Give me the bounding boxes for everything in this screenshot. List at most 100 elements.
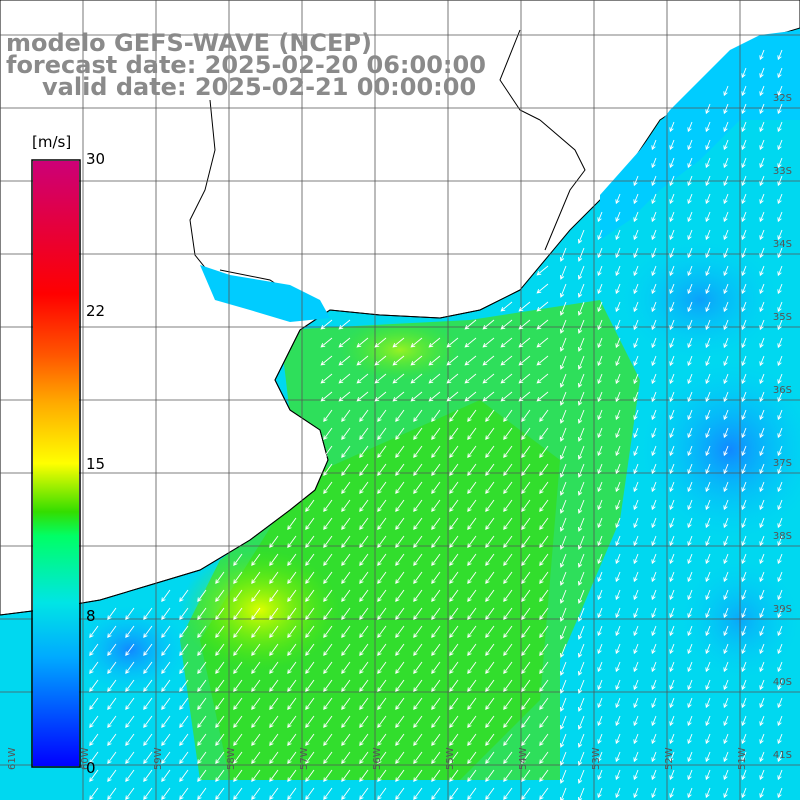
wind-arrow [615, 445, 621, 457]
wind-arrow [669, 715, 675, 727]
wind-arrow [305, 643, 315, 657]
wind-arrow [651, 301, 657, 313]
wind-arrow [338, 337, 351, 348]
wind-arrow [723, 481, 729, 493]
wind-arrow [410, 337, 423, 348]
wind-arrow [633, 679, 639, 691]
longitude-label: 56W [372, 747, 383, 770]
wind-arrow [377, 481, 387, 495]
wind-arrow [705, 733, 711, 745]
wind-arrow [413, 517, 423, 531]
wind-arrow [197, 787, 207, 800]
wind-arrow [197, 643, 207, 657]
wind-arrow [521, 409, 531, 423]
wind-arrow [705, 391, 711, 403]
wind-arrow [323, 661, 333, 675]
wind-arrow [521, 535, 531, 549]
wind-arrow [759, 769, 765, 781]
wind-arrow [107, 661, 117, 675]
wind-arrow [759, 67, 765, 79]
wind-arrow [687, 607, 693, 619]
wind-arrow [413, 553, 423, 567]
wind-arrow [669, 499, 675, 511]
wind-arrow [197, 679, 207, 693]
wind-arrow [449, 697, 459, 711]
wind-arrow [651, 535, 657, 547]
wind-arrow [233, 571, 243, 585]
wind-arrow [521, 427, 531, 441]
wind-arrow [125, 751, 135, 765]
wind-arrow [777, 301, 783, 313]
wind-arrow [395, 661, 405, 675]
wind-arrow [633, 499, 639, 511]
wind-arrow [431, 535, 441, 549]
wind-arrow [125, 679, 135, 693]
wind-arrow [633, 355, 639, 367]
wind-arrow [413, 445, 423, 459]
wind-arrow [395, 769, 405, 783]
wind-arrow [377, 553, 387, 567]
wind-arrow [449, 553, 459, 567]
wind-arrow [449, 751, 459, 765]
wind-arrow [741, 175, 747, 187]
latitude-label: 34S [773, 239, 792, 250]
wind-arrow [597, 517, 603, 529]
wind-arrow [428, 373, 441, 384]
wind-arrow [395, 643, 405, 657]
wind-arrow [359, 463, 369, 477]
wind-arrow [539, 481, 549, 495]
wind-arrow [215, 679, 225, 693]
wind-arrow [759, 193, 765, 205]
wind-arrow [395, 625, 405, 639]
wind-arrow [521, 715, 531, 729]
wind-arrow [597, 211, 603, 223]
wind-arrow [759, 139, 765, 151]
wind-arrow [341, 661, 351, 675]
wind-arrow [305, 715, 315, 729]
wind-arrow [467, 751, 477, 765]
wind-arrow [359, 535, 369, 549]
wind-arrow [759, 607, 765, 619]
wind-arrow [269, 751, 279, 765]
wind-arrow [705, 211, 711, 223]
wind-arrow [615, 265, 621, 277]
wind-arrow [577, 589, 585, 604]
wind-arrow [521, 769, 531, 783]
wind-arrow [669, 319, 675, 331]
wind-arrow [777, 247, 783, 259]
wind-arrow [651, 463, 657, 475]
wind-arrow [633, 643, 639, 655]
wind-arrow [179, 769, 189, 783]
wind-arrow [179, 679, 189, 693]
wind-arrow [597, 679, 603, 691]
wind-arrow [687, 499, 693, 511]
wind-arrow [651, 193, 657, 205]
wind-arrow [233, 625, 243, 639]
wind-arrow [633, 481, 639, 493]
wind-arrow [741, 103, 747, 115]
wind-arrow [323, 571, 333, 585]
wind-arrow [431, 445, 441, 459]
wind-arrow [559, 553, 567, 568]
wind-arrow [687, 517, 693, 529]
wind-arrow [323, 589, 333, 603]
wind-arrow [359, 715, 369, 729]
wind-arrow [741, 211, 747, 223]
latitude-label: 32S [773, 93, 792, 104]
wind-arrow [503, 607, 513, 621]
wind-arrow [669, 265, 675, 277]
wind-arrow [705, 319, 711, 331]
longitude-label: 58W [226, 747, 237, 770]
longitude-label: 57W [299, 747, 310, 770]
wind-arrow [759, 301, 765, 313]
wind-arrow [669, 283, 675, 295]
wind-arrow [597, 283, 603, 295]
wind-arrow [359, 427, 369, 441]
wind-arrow [777, 337, 783, 349]
wind-arrow [669, 769, 675, 781]
wind-arrow [597, 589, 603, 601]
wind-arrow [687, 391, 693, 403]
wind-arrow [413, 697, 423, 711]
wind-arrow [759, 715, 765, 727]
wind-arrow [633, 445, 639, 457]
